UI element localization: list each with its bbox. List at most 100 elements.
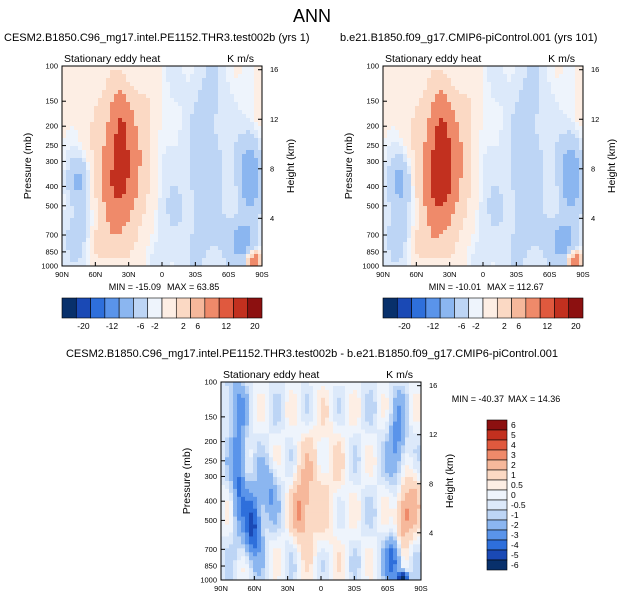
field-cell — [242, 230, 247, 235]
field-cell — [190, 210, 195, 215]
field-cell — [86, 262, 91, 267]
field-cell — [66, 118, 71, 123]
field-cell — [126, 98, 131, 103]
field-cell — [86, 98, 91, 103]
field-cell — [499, 90, 504, 95]
field-cell — [419, 122, 424, 127]
field-cell — [98, 226, 103, 231]
field-cell — [479, 114, 484, 119]
field-cell — [395, 234, 400, 239]
field-cell — [471, 102, 476, 107]
field-cell — [515, 186, 520, 191]
field-cell — [467, 194, 472, 199]
field-cell — [431, 142, 436, 147]
field-cell — [130, 198, 135, 203]
field-cell — [178, 106, 183, 111]
field-cell — [495, 86, 500, 91]
field-cell — [82, 198, 87, 203]
field-cell — [539, 210, 544, 215]
field-cell — [571, 122, 576, 127]
field-cell — [218, 194, 223, 199]
field-cell — [142, 250, 147, 255]
field-cell — [507, 194, 512, 199]
field-cell — [407, 134, 412, 139]
field-cell — [503, 146, 508, 151]
field-cell — [519, 166, 524, 171]
field-cell — [439, 126, 444, 131]
field-cell — [431, 158, 436, 163]
field-cell — [543, 202, 548, 207]
field-cell — [250, 94, 255, 99]
field-cell — [118, 258, 123, 263]
field-cell — [214, 130, 219, 135]
field-cell — [439, 66, 444, 71]
field-cell — [154, 230, 159, 235]
field-cell — [246, 170, 251, 175]
field-cell — [391, 78, 396, 83]
field-cell — [146, 94, 151, 99]
field-cell — [78, 194, 83, 199]
field-cell — [575, 66, 580, 71]
field-cell — [122, 94, 127, 99]
field-cell — [102, 126, 107, 131]
field-cell — [114, 126, 119, 131]
field-cell — [511, 98, 516, 103]
field-cell — [423, 106, 428, 111]
field-cell — [443, 174, 448, 179]
field-cell — [431, 126, 436, 131]
field-cell — [531, 178, 536, 183]
field-cell — [150, 102, 155, 107]
field-cell — [238, 222, 243, 227]
field-cell — [218, 142, 223, 147]
field-cell — [419, 246, 424, 251]
field-cell — [234, 230, 239, 235]
field-cell — [507, 86, 512, 91]
field-cell — [134, 70, 139, 75]
field-cell — [527, 66, 532, 71]
field-cell — [190, 94, 195, 99]
field-cell — [499, 250, 504, 255]
field-cell — [527, 98, 532, 103]
field-cell — [467, 222, 472, 227]
field-cell — [531, 106, 536, 111]
field-cell — [138, 70, 143, 75]
field-cell — [551, 142, 556, 147]
field-cell — [467, 162, 472, 167]
field-cell — [447, 82, 452, 87]
field-cell — [487, 222, 492, 227]
field-cell — [178, 210, 183, 215]
field-cell — [459, 86, 464, 91]
field-cell — [447, 190, 452, 195]
field-cell — [238, 154, 243, 159]
field-cell — [567, 142, 572, 147]
field-cell — [198, 178, 203, 183]
field-cell — [579, 202, 584, 207]
field-cell — [543, 82, 548, 87]
field-cell — [174, 206, 179, 211]
field-cell — [559, 198, 564, 203]
field-cell — [162, 206, 167, 211]
field-cell — [102, 174, 107, 179]
field-cell — [250, 70, 255, 75]
field-cell — [158, 254, 163, 259]
field-cell — [170, 102, 175, 107]
field-cell — [411, 78, 416, 83]
field-cell — [254, 170, 259, 175]
field-cell — [210, 122, 215, 127]
field-cell — [499, 218, 504, 223]
field-cell — [491, 198, 496, 203]
field-cell — [62, 134, 67, 139]
field-cell — [126, 138, 131, 143]
field-cell — [471, 122, 476, 127]
field-cell — [106, 110, 111, 115]
field-cell — [142, 162, 147, 167]
field-cell — [118, 222, 123, 227]
field-cell — [383, 198, 388, 203]
field-cell — [399, 222, 404, 227]
field-cell — [126, 78, 131, 83]
field-cell — [395, 170, 400, 175]
field-cell — [495, 122, 500, 127]
field-cell — [194, 226, 199, 231]
field-cell — [78, 170, 83, 175]
field-cell — [419, 78, 424, 83]
